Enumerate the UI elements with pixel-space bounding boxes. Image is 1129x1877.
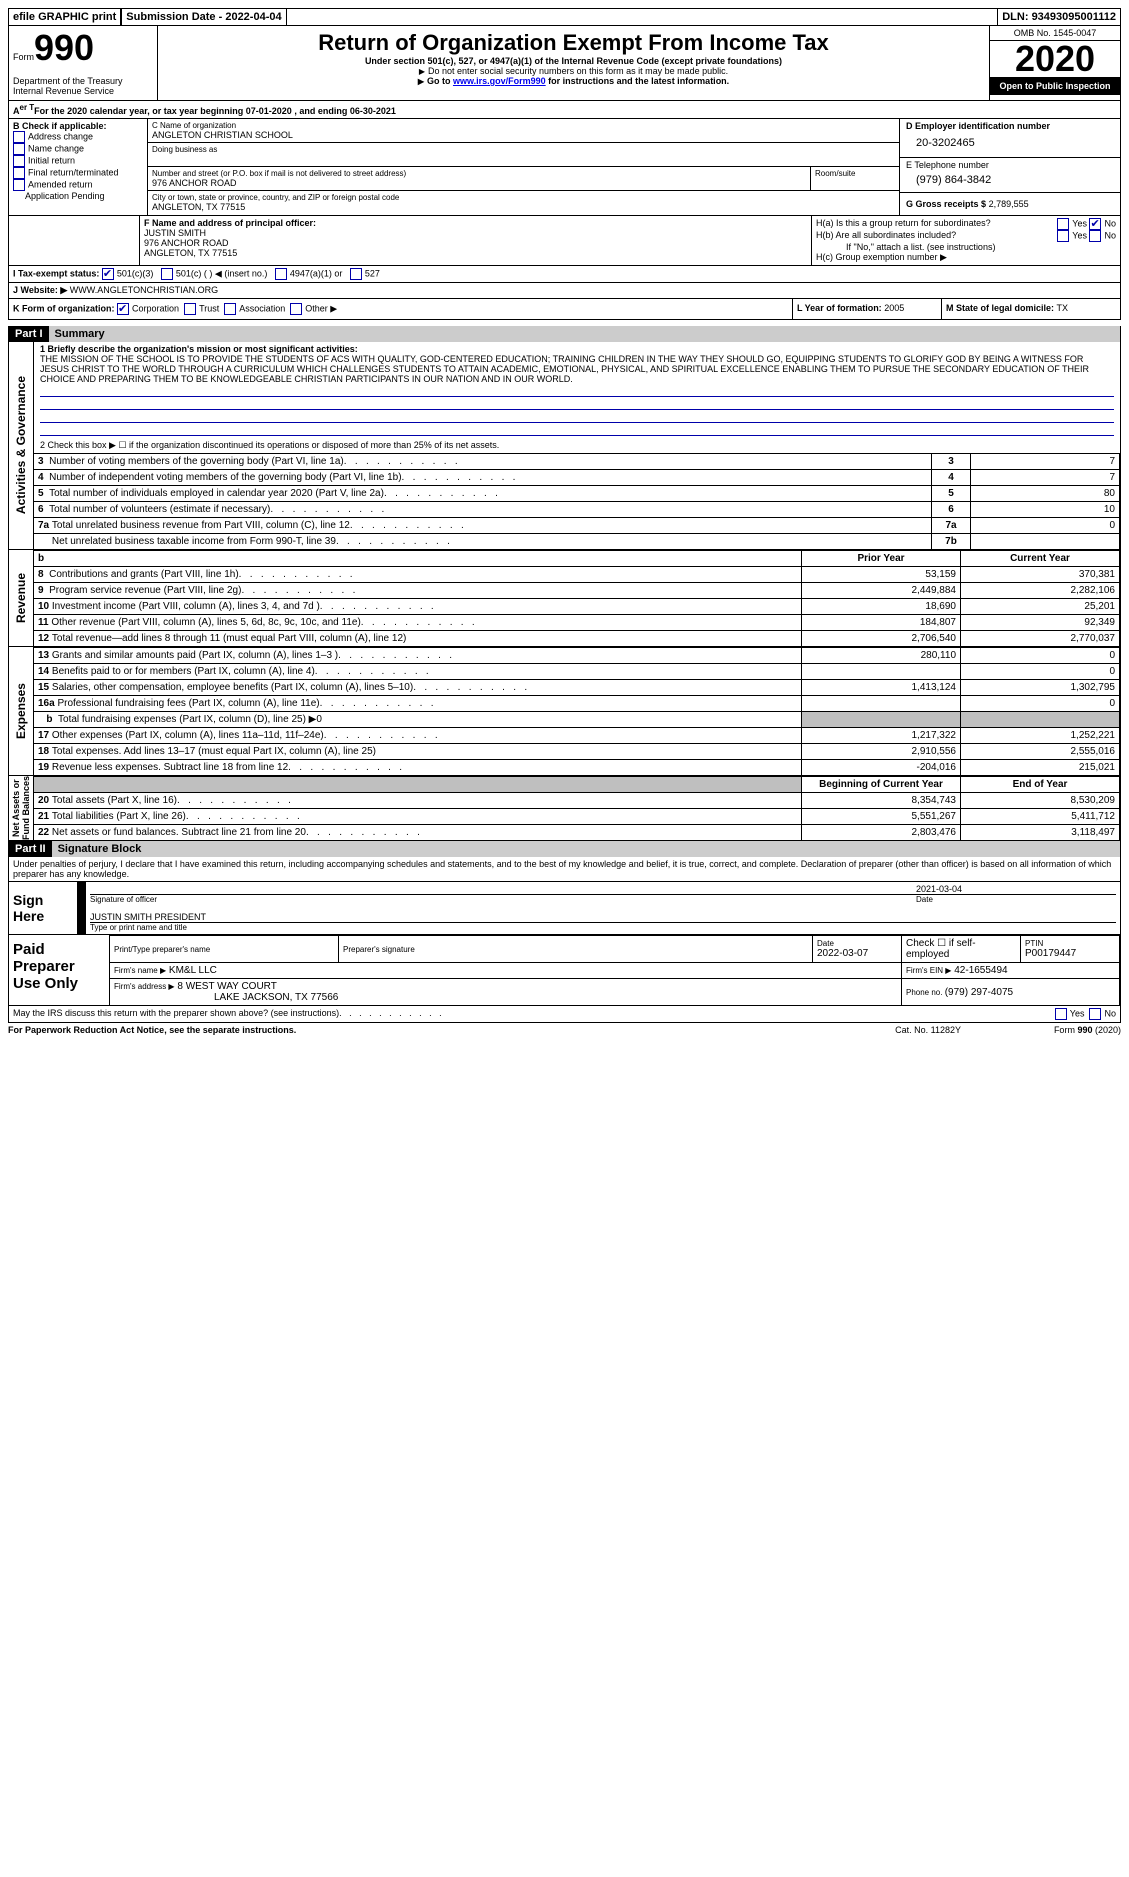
rev-label: Revenue (14, 573, 28, 623)
section-m: M State of legal domicile: TX (941, 299, 1120, 319)
org-street: 976 ANCHOR ROAD (152, 178, 806, 188)
hb-yes-checkbox[interactable] (1057, 230, 1069, 242)
section-h: H(a) Is this a group return for subordin… (811, 216, 1121, 266)
firm-ein: 42-1655494 (954, 965, 1007, 976)
firm-name: KM&L LLC (169, 965, 217, 976)
initial-return-checkbox[interactable] (13, 155, 25, 167)
ha-no-checkbox[interactable] (1089, 218, 1101, 230)
corp-checkbox[interactable] (117, 303, 129, 315)
form-title: Return of Organization Exempt From Incom… (162, 30, 985, 56)
ag-label: Activities & Governance (14, 376, 28, 514)
ssn-note: Do not enter social security numbers on … (162, 66, 985, 76)
paid-preparer-block: Paid Preparer Use Only Print/Type prepar… (8, 935, 1121, 1006)
4947-checkbox[interactable] (275, 268, 287, 280)
exp-label: Expenses (14, 683, 28, 739)
527-checkbox[interactable] (350, 268, 362, 280)
ha-yes-checkbox[interactable] (1057, 218, 1069, 230)
dept-label: Department of the Treasury Internal Reve… (13, 76, 153, 96)
form-subtitle: Under section 501(c), 527, or 4947(a)(1)… (162, 56, 985, 66)
preparer-date: 2022-03-07 (817, 948, 897, 959)
org-name: ANGLETON CHRISTIAN SCHOOL (152, 130, 895, 140)
part2-header: Part II Signature Block (8, 841, 1121, 857)
org-city: ANGLETON, TX 77515 (152, 202, 895, 212)
discuss-yes-checkbox[interactable] (1055, 1008, 1067, 1020)
part1-header: Part I Summary (8, 326, 1121, 342)
form-number: 990 (34, 27, 94, 68)
expenses-table: 13 Grants and similar amounts paid (Part… (34, 647, 1120, 775)
501c3-checkbox[interactable] (102, 268, 114, 280)
line-a: Aer TFor the 2020 calendar year, or tax … (8, 101, 1121, 119)
section-l: L Year of formation: 2005 (792, 299, 941, 319)
na-label: Net Assets or Fund Balances (11, 776, 31, 840)
amended-return-checkbox[interactable] (13, 179, 25, 191)
section-b: B Check if applicable: Address change Na… (8, 119, 147, 216)
ptin: P00179447 (1025, 948, 1115, 959)
assoc-checkbox[interactable] (224, 303, 236, 315)
section-j: J Website: ▶ WWW.ANGLETONCHRISTIAN.ORG (8, 283, 820, 299)
phone: (979) 864-3842 (906, 170, 1114, 190)
officer-name: JUSTIN SMITH (144, 228, 807, 238)
section-k: K Form of organization: Corporation Trus… (9, 299, 792, 319)
website: WWW.ANGLETONCHRISTIAN.ORG (70, 285, 218, 295)
section-c: C Name of organization ANGLETON CHRISTIA… (147, 119, 899, 216)
top-bar: efile GRAPHIC print Submission Date - 20… (8, 8, 1121, 26)
open-inspection: Open to Public Inspection (990, 77, 1120, 95)
form-word: Form (13, 52, 34, 62)
line-1: 1 Briefly describe the organization's mi… (34, 342, 1120, 438)
section-f: F Name and address of principal officer:… (139, 216, 811, 266)
line-2: 2 Check this box ▶ ☐ if the organization… (34, 438, 1120, 453)
form-header: Form990 Department of the Treasury Inter… (8, 26, 1121, 101)
officer-sign-date: 2021-03-04 (916, 884, 1116, 895)
final-return-checkbox[interactable] (13, 167, 25, 179)
discuss-no-checkbox[interactable] (1089, 1008, 1101, 1020)
submission-date: Submission Date - 2022-04-04 (121, 8, 286, 26)
revenue-table: bPrior YearCurrent Year 8 Contributions … (34, 550, 1120, 646)
firm-phone: (979) 297-4075 (945, 987, 1013, 998)
hb-no-checkbox[interactable] (1089, 230, 1101, 242)
section-i: I Tax-exempt status: 501(c)(3) 501(c) ( … (8, 266, 820, 283)
name-change-checkbox[interactable] (13, 143, 25, 155)
501c-checkbox[interactable] (161, 268, 173, 280)
netassets-table: Beginning of Current YearEnd of Year 20 … (34, 776, 1120, 840)
irs-link[interactable]: www.irs.gov/Form990 (453, 76, 546, 86)
addr-change-checkbox[interactable] (13, 131, 25, 143)
footer: For Paperwork Reduction Act Notice, see … (8, 1023, 1121, 1037)
perjury-declaration: Under penalties of perjury, I declare th… (8, 857, 1121, 882)
governance-table: 3 Number of voting members of the govern… (34, 453, 1120, 549)
section-deg: D Employer identification number 20-3202… (899, 119, 1121, 216)
other-checkbox[interactable] (290, 303, 302, 315)
discuss-row: May the IRS discuss this return with the… (8, 1006, 1121, 1023)
gross-receipts: 2,789,555 (989, 199, 1029, 209)
mission-text: THE MISSION OF THE SCHOOL IS TO PROVIDE … (40, 354, 1089, 384)
ein: 20-3202465 (906, 131, 1114, 155)
officer-typed-name: JUSTIN SMITH PRESIDENT (90, 912, 1116, 923)
dln: DLN: 93493095001112 (997, 8, 1121, 26)
sign-here-block: Sign Here 2021-03-04 Signature of office… (8, 882, 1121, 935)
efile-label[interactable]: efile GRAPHIC print (8, 8, 121, 26)
trust-checkbox[interactable] (184, 303, 196, 315)
tax-year: 2020 (990, 41, 1120, 77)
